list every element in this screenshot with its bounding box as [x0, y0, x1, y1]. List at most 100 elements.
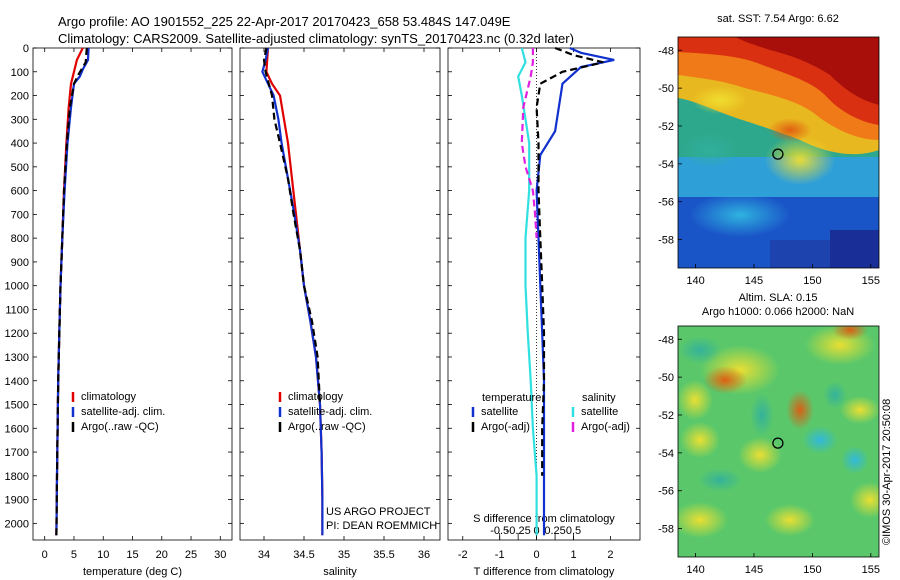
sst-map-title: sat. SST: 7.54 Argo: 6.62 — [717, 13, 839, 25]
x-tick-label: 25 — [185, 549, 197, 561]
argo-location-marker-sla — [772, 437, 784, 449]
imos-credit: ©IMOS 30-Apr-2017 20:50:08 — [881, 399, 893, 545]
sla-map-axes: 140 145 150 155 -48 -50 -52 -54 -56 -58 — [658, 334, 880, 576]
x-tick-label: 10 — [97, 549, 109, 561]
map-y-tick-label: -54 — [658, 448, 674, 460]
legend-title: salinity — [582, 392, 616, 404]
y-tick-label: 1200 — [5, 328, 29, 340]
y-tick-label: 1400 — [5, 376, 29, 388]
legend-label: Argo(-adj) — [581, 421, 630, 433]
y-tick-label: 900 — [11, 257, 29, 269]
map-y-tick-label: -56 — [658, 197, 674, 209]
x-tick-label: -2 — [458, 549, 468, 561]
y-tick-label: 1000 — [5, 281, 29, 293]
series-line — [262, 47, 322, 405]
x-tick-label: 35 — [338, 549, 350, 561]
project-note-line-2: PI: DEAN ROEMMICH — [326, 520, 437, 532]
legend-label: satellite — [581, 406, 618, 418]
map-x-tick-label: 145 — [745, 564, 763, 576]
legend-label: satellite — [481, 406, 518, 418]
sst-map-field — [678, 37, 879, 268]
s-tick-label: -0.25 — [506, 525, 531, 537]
plot-frame — [239, 47, 441, 541]
x-tick-label: 35.5 — [373, 549, 394, 561]
s-tick-label: 0.25 — [544, 525, 565, 537]
salinity-profile-panel: 34 34.5 35 35.5 36 salinity climatology satelli… — [239, 47, 441, 578]
x-tick-label: -1 — [495, 549, 505, 561]
y-tick-label: 1800 — [5, 471, 29, 483]
y-tick-label: 600 — [11, 186, 29, 198]
x-tick-label: 2 — [607, 549, 613, 561]
legend-label: Argo(..raw -QC) — [288, 421, 366, 433]
map-y-tick-label: -54 — [658, 159, 674, 171]
map-y-tick-label: -52 — [658, 121, 674, 133]
map-x-tick-label: 150 — [803, 275, 821, 287]
sla-map-field — [678, 326, 879, 557]
x-tick-label: 1 — [570, 549, 576, 561]
map-x-tick-label: 155 — [862, 275, 880, 287]
x-tick-label: 36 — [418, 549, 430, 561]
map-x-tick-label: 145 — [745, 275, 763, 287]
sst-map-axes: 140 145 150 155 -48 -50 -52 -54 -56 -58 — [658, 45, 880, 287]
argo-location-marker-sst — [772, 148, 784, 160]
legend-label: Argo(..raw -QC) — [81, 421, 159, 433]
header-line-2: Climatology: CARS2009. Satellite-adjuste… — [58, 31, 574, 46]
y-tick-label: 1500 — [5, 400, 29, 412]
temperature-profile-panel: 0100200300400500600700800900100011001200… — [5, 43, 233, 578]
map-y-tick-label: -48 — [658, 334, 674, 346]
header-line-1: Argo profile: AO 1901552_225 22-Apr-2017… — [58, 14, 511, 29]
sla-map-title-2: Argo h1000: 0.066 h2000: NaN — [702, 306, 854, 318]
sla-map-title-1: Altim. SLA: 0.15 — [739, 292, 818, 304]
y-tick-label: 300 — [11, 114, 29, 126]
series-line — [535, 46, 604, 476]
series-line — [517, 47, 538, 536]
y-tick-label: 500 — [11, 162, 29, 174]
difference-profile-panel: -2 -1 0 1 2 T difference from climatology -0.5… — [447, 46, 641, 578]
x-tick-label: 5 — [71, 549, 77, 561]
legend-label: satellite-adj. clim. — [81, 406, 165, 418]
s-tick-label: 0.5 — [566, 525, 581, 537]
map-x-tick-label: 150 — [803, 564, 821, 576]
map-x-tick-label: 155 — [862, 564, 880, 576]
map-y-tick-label: -50 — [658, 372, 674, 384]
y-tick-label: 200 — [11, 91, 29, 103]
map-y-tick-label: -50 — [658, 83, 674, 95]
y-tick-label: 700 — [11, 209, 29, 221]
x-tick-label: 34 — [258, 549, 270, 561]
legend-label: climatology — [81, 391, 137, 403]
y-tick-label: 400 — [11, 138, 29, 150]
map-y-tick-label: -52 — [658, 410, 674, 422]
project-note-line-1: US ARGO PROJECT — [326, 506, 431, 518]
x-tick-label: 0 — [42, 549, 48, 561]
y-tick-label: 1900 — [5, 495, 29, 507]
y-tick-label: 1600 — [5, 423, 29, 435]
y-tick-label: 1300 — [5, 352, 29, 364]
x-tick-label: 34.5 — [293, 549, 314, 561]
s-tick-label: -0.5 — [490, 525, 509, 537]
x-tick-label: 15 — [126, 549, 138, 561]
plot-frame — [32, 47, 233, 541]
x-tick-label: 0 — [534, 549, 540, 561]
x-axis-label: T difference from climatology — [474, 566, 615, 578]
map-y-tick-label: -56 — [658, 486, 674, 498]
x-axis-label: temperature (deg C) — [83, 566, 182, 578]
legend-title: temperature — [482, 392, 541, 404]
y-tick-label: 1700 — [5, 447, 29, 459]
map-y-tick-label: -58 — [658, 235, 674, 247]
legend-label: satellite-adj. clim. — [288, 406, 372, 418]
map-y-tick-label: -48 — [658, 45, 674, 57]
x-axis-label: salinity — [323, 566, 357, 578]
legend-label: climatology — [288, 391, 344, 403]
y-tick-label: 1100 — [5, 304, 29, 316]
series-line — [55, 47, 88, 536]
map-x-tick-label: 140 — [686, 275, 704, 287]
map-y-tick-label: -58 — [658, 524, 674, 536]
y-tick-label: 800 — [11, 233, 29, 245]
x-tick-label: 30 — [214, 549, 226, 561]
y-tick-label: 100 — [11, 67, 29, 79]
y-tick-label: 2000 — [5, 518, 29, 530]
y-tick-label: 0 — [23, 43, 29, 55]
x-tick-label: 20 — [156, 549, 168, 561]
legend-label: Argo(-adj) — [481, 421, 530, 433]
